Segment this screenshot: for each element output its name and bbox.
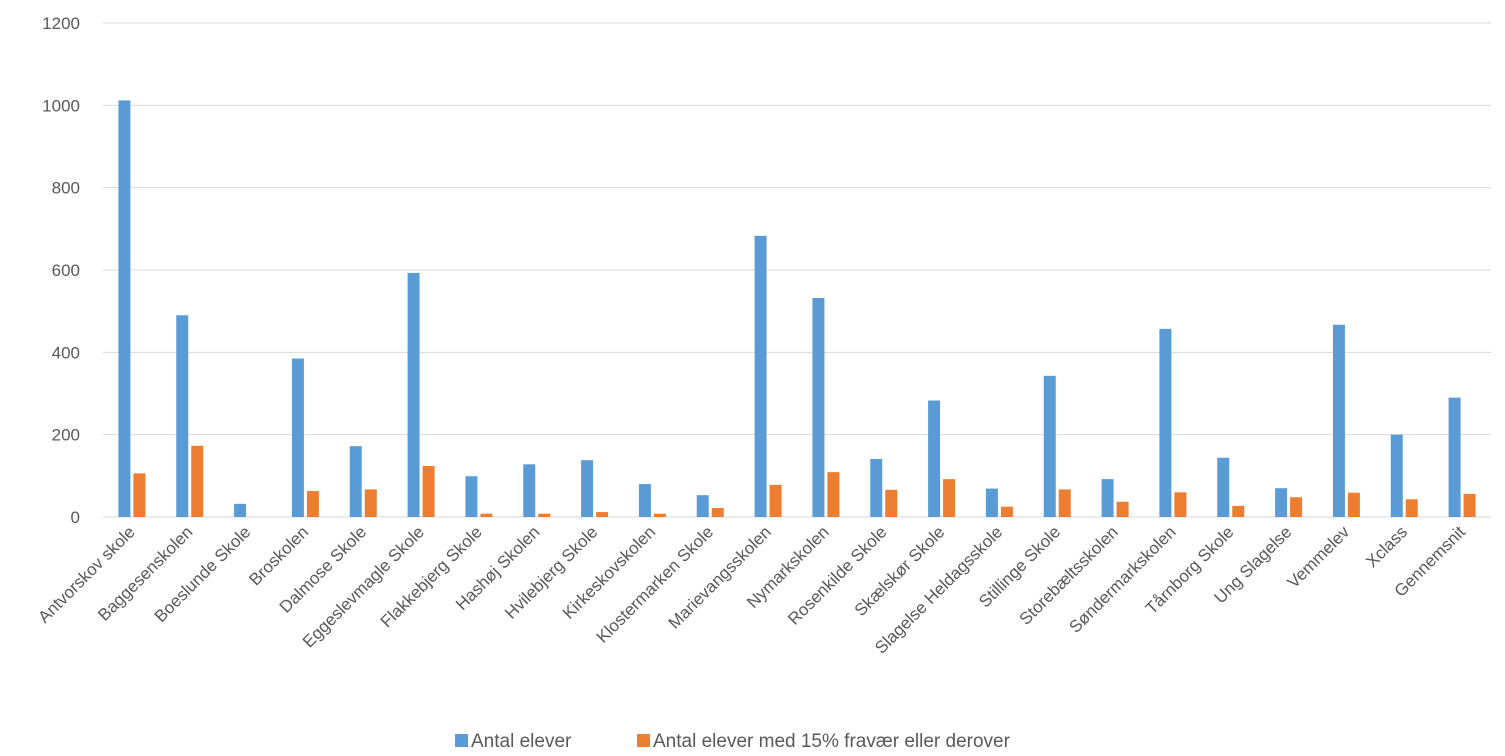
x-tick-label: Xclass: [1362, 522, 1411, 571]
bar-fravaer: [943, 479, 956, 517]
bar-fravaer: [1000, 506, 1013, 517]
bar-fravaer: [653, 513, 666, 517]
bar-antal-elever: [1101, 479, 1114, 517]
bar-fravaer: [191, 445, 204, 517]
bar-fravaer: [538, 513, 551, 517]
bar-antal-elever: [1448, 397, 1461, 517]
bar-antal-elever: [118, 100, 131, 517]
bar-antal-elever: [870, 458, 883, 517]
y-tick-label: 200: [52, 426, 80, 445]
legend-label-antal-elever: Antal elever: [471, 731, 572, 752]
bar-antal-elever: [696, 495, 709, 517]
bar-antal-elever: [812, 297, 825, 517]
bar-antal-elever: [407, 272, 420, 517]
bar-antal-elever: [928, 400, 941, 517]
y-axis-ticks: 0 200 400 600 800 1000 1200: [42, 14, 80, 527]
bar-antal-elever: [234, 503, 247, 517]
bar-antal-elever: [581, 460, 594, 517]
x-tick-label: Antvorskov skole: [34, 522, 138, 626]
bar-antal-elever: [465, 476, 478, 517]
bar-antal-elever: [754, 235, 767, 517]
bar-fravaer: [480, 513, 493, 517]
bar-antal-elever: [1043, 375, 1056, 517]
bar-fravaer: [711, 507, 724, 517]
bar-fravaer: [827, 472, 840, 517]
bar-fravaer: [1232, 505, 1245, 517]
x-tick-label: Storebæltsskolen: [1016, 522, 1122, 628]
bar-antal-elever: [291, 358, 304, 517]
x-tick-label: Vemmelev: [1284, 522, 1354, 592]
bar-fravaer: [133, 473, 146, 517]
bar-fravaer: [1058, 489, 1071, 517]
bar-fravaer: [769, 484, 782, 517]
legend-swatch-antal-elever: [455, 734, 468, 747]
bar-antal-elever: [1217, 457, 1230, 517]
bar-antal-elever: [985, 488, 998, 517]
bar-antal-elever: [1275, 488, 1288, 517]
y-tick-label: 1000: [42, 96, 80, 115]
bar-fravaer: [1347, 492, 1360, 517]
bar-fravaer: [1463, 493, 1476, 517]
bar-antal-elever: [523, 464, 536, 517]
bar-antal-elever: [1332, 324, 1345, 517]
y-tick-label: 600: [52, 261, 80, 280]
bar-fravaer: [1116, 501, 1129, 517]
bar-fravaer: [306, 491, 319, 517]
bar-fravaer: [1174, 492, 1187, 517]
y-tick-label: 400: [52, 343, 80, 362]
legend: Antal elever Antal elever med 15% fravær…: [455, 731, 1011, 752]
bar-antal-elever: [176, 315, 189, 517]
bar-antal-elever: [638, 484, 651, 517]
legend-label-antal-elever-fravaer: Antal elever med 15% fravær eller derove…: [653, 731, 1011, 752]
y-tick-label: 800: [52, 179, 80, 198]
bar-fravaer: [1405, 499, 1418, 517]
bar-fravaer: [1290, 497, 1303, 517]
bar-fravaer: [885, 489, 898, 517]
bar-antal-elever: [1390, 434, 1403, 517]
bar-antal-elever: [1159, 328, 1172, 517]
legend-swatch-antal-elever-fravaer: [637, 734, 650, 747]
bar-fravaer: [422, 465, 435, 517]
bars: [118, 100, 1476, 517]
bar-fravaer: [364, 489, 377, 517]
x-axis-labels: Antvorskov skoleBaggesenskolenBoeslunde …: [34, 522, 1469, 657]
bar-fravaer: [596, 512, 609, 517]
x-tick-label: Rosenkilde Skole: [784, 522, 890, 628]
y-tick-label: 1200: [42, 14, 80, 33]
gridlines: [103, 22, 1491, 518]
bar-antal-elever: [349, 446, 362, 517]
x-tick-label: Søndermarkskolen: [1065, 522, 1179, 636]
y-tick-label: 0: [71, 508, 80, 527]
x-tick-label: Flakkebjerg Skole: [377, 522, 486, 631]
x-tick-label: Marievangsskolen: [665, 522, 775, 632]
